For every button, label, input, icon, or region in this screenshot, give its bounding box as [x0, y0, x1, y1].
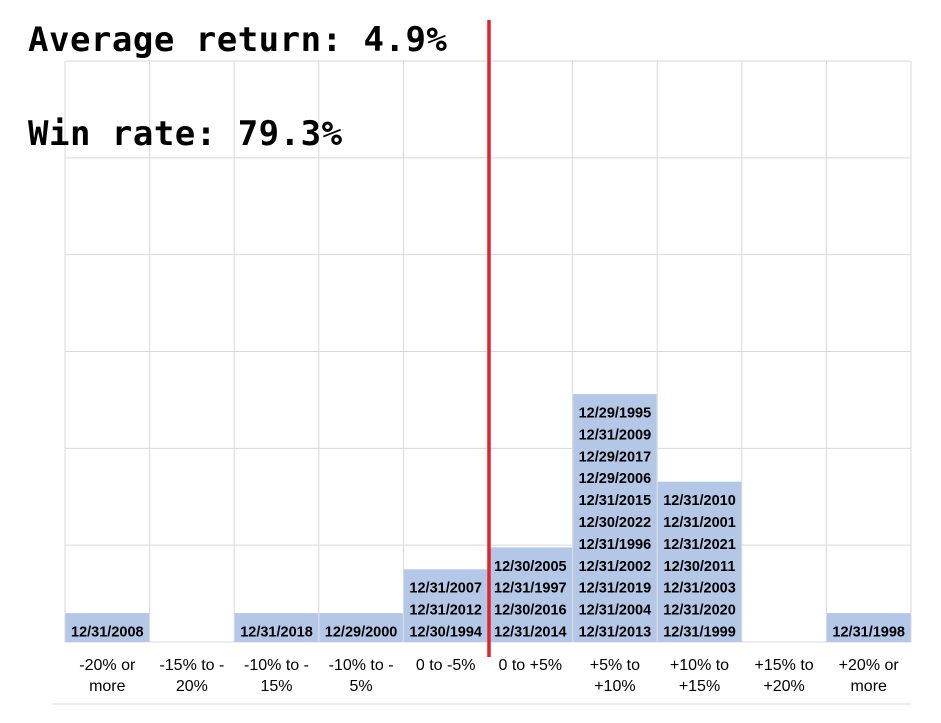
date-label: 12/29/2006	[579, 471, 652, 487]
date-label: 12/31/1998	[832, 625, 905, 641]
category-tick-label: -15% to -20%	[159, 657, 224, 695]
category-tick-label: 0 to +5%	[498, 657, 562, 674]
date-label: 12/30/2016	[494, 603, 567, 619]
date-label: 12/31/2012	[409, 603, 482, 619]
date-label: 12/30/2005	[494, 559, 567, 575]
average-return-label: Average return: 4.9%	[28, 20, 448, 60]
category-tick-label: -20% or more	[79, 657, 136, 695]
date-label: 12/31/1999	[663, 625, 736, 641]
bar	[488, 547, 573, 642]
bar	[573, 394, 657, 642]
date-label: 12/31/2021	[663, 537, 736, 553]
date-label: 12/31/2009	[579, 427, 652, 443]
date-label: 12/31/2002	[579, 559, 652, 575]
date-label: 12/31/2019	[579, 581, 652, 597]
date-label: 12/30/1994	[409, 625, 482, 641]
category-tick-label: +10% to +15%	[670, 657, 729, 695]
date-label: 12/29/1995	[579, 406, 652, 422]
category-tick-label: 0 to -5%	[416, 657, 476, 674]
bar	[657, 481, 742, 642]
bar	[403, 569, 488, 642]
date-label: 12/31/2018	[240, 625, 313, 641]
category-tick-label: -10% to -5%	[329, 657, 394, 695]
date-label: 12/29/2000	[325, 625, 398, 641]
bar	[826, 613, 911, 642]
date-label: 12/30/2022	[579, 515, 652, 531]
date-label: 12/31/2015	[579, 493, 652, 509]
date-label: 12/31/2014	[494, 625, 567, 641]
date-label: 12/31/2020	[663, 603, 736, 619]
category-tick-label: +15% to +20%	[755, 657, 814, 695]
win-rate-label: Win rate: 79.3%	[28, 114, 343, 154]
category-tick-label: -10% to -15%	[244, 657, 309, 695]
date-label: 12/31/2007	[409, 581, 482, 597]
date-label: 12/31/1996	[579, 537, 652, 553]
date-label: 12/29/2017	[579, 449, 652, 465]
date-label: 12/31/2003	[663, 581, 736, 597]
bar	[319, 613, 403, 642]
date-label: 12/31/1997	[494, 581, 567, 597]
bar	[234, 613, 319, 642]
date-label: 12/31/2013	[579, 625, 652, 641]
date-label: 12/31/2010	[663, 493, 736, 509]
date-label: 12/31/2004	[579, 603, 652, 619]
category-tick-label: +20% or more	[839, 657, 900, 695]
category-tick-label: +5% to +10%	[590, 657, 640, 695]
date-label: 12/31/2001	[663, 515, 736, 531]
date-label: 12/31/2008	[71, 625, 144, 641]
date-label: 12/30/2011	[664, 559, 736, 575]
bar	[65, 613, 150, 642]
